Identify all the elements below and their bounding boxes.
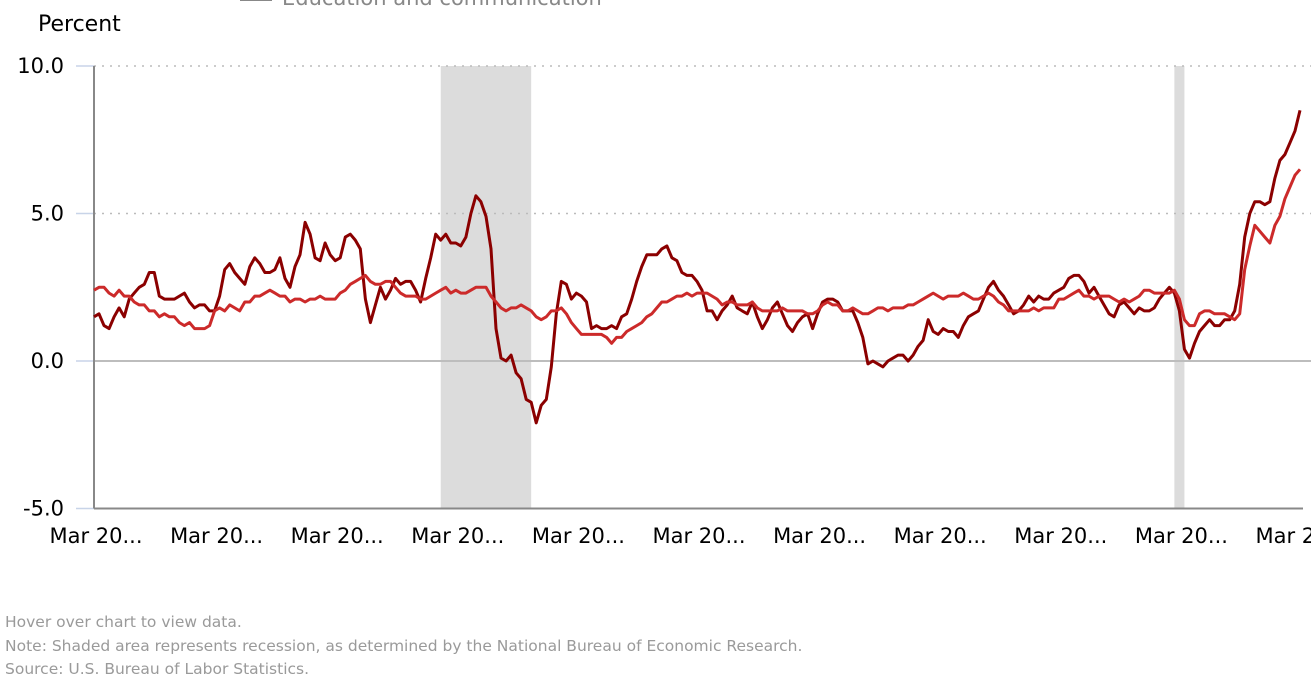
source-note: Source: U.S. Bureau of Labor Statistics. [5, 660, 310, 678]
y-tick-label: 5.0 [31, 202, 64, 226]
y-tick-label: 0.0 [31, 349, 64, 373]
x-tick-label: Mar 20... [1255, 524, 1311, 548]
x-tick-label: Mar 20... [773, 524, 866, 548]
x-tick-label: Mar 20... [411, 524, 504, 548]
recession-shade [1174, 66, 1185, 509]
legend-item[interactable]: Education and communication [240, 0, 602, 10]
series-line-1 [93, 109, 1302, 425]
x-tick-label: Mar 20... [894, 524, 987, 548]
x-tick-label: Mar 20... [49, 524, 142, 548]
y-tick-label: -5.0 [23, 497, 64, 521]
series-line-2 [93, 168, 1302, 345]
legend-swatch [240, 0, 272, 1]
chart-notes: Hover over chart to view data. Note: Sha… [5, 611, 802, 682]
y-axis-title: Percent [38, 12, 121, 37]
x-tick-label: Mar 20... [532, 524, 625, 548]
line-chart[interactable]: 10.0 5.0 0.0 -5.0 Mar 20... Mar 20... Mar 20..… [0, 0, 1311, 600]
recession-note: Note: Shaded area represents recession, … [5, 636, 803, 655]
hover-hint: Hover over chart to view data. [5, 613, 242, 631]
y-tick-label: 10.0 [17, 54, 64, 78]
x-tick-label: Mar 20... [170, 524, 263, 548]
legend-label: Education and communication [282, 0, 602, 10]
x-tick-label: Mar 20... [652, 524, 745, 548]
x-tick-label: Mar 20... [291, 524, 384, 548]
x-tick-label: Mar 20... [1135, 524, 1228, 548]
x-tick-label: Mar 20... [1014, 524, 1107, 548]
